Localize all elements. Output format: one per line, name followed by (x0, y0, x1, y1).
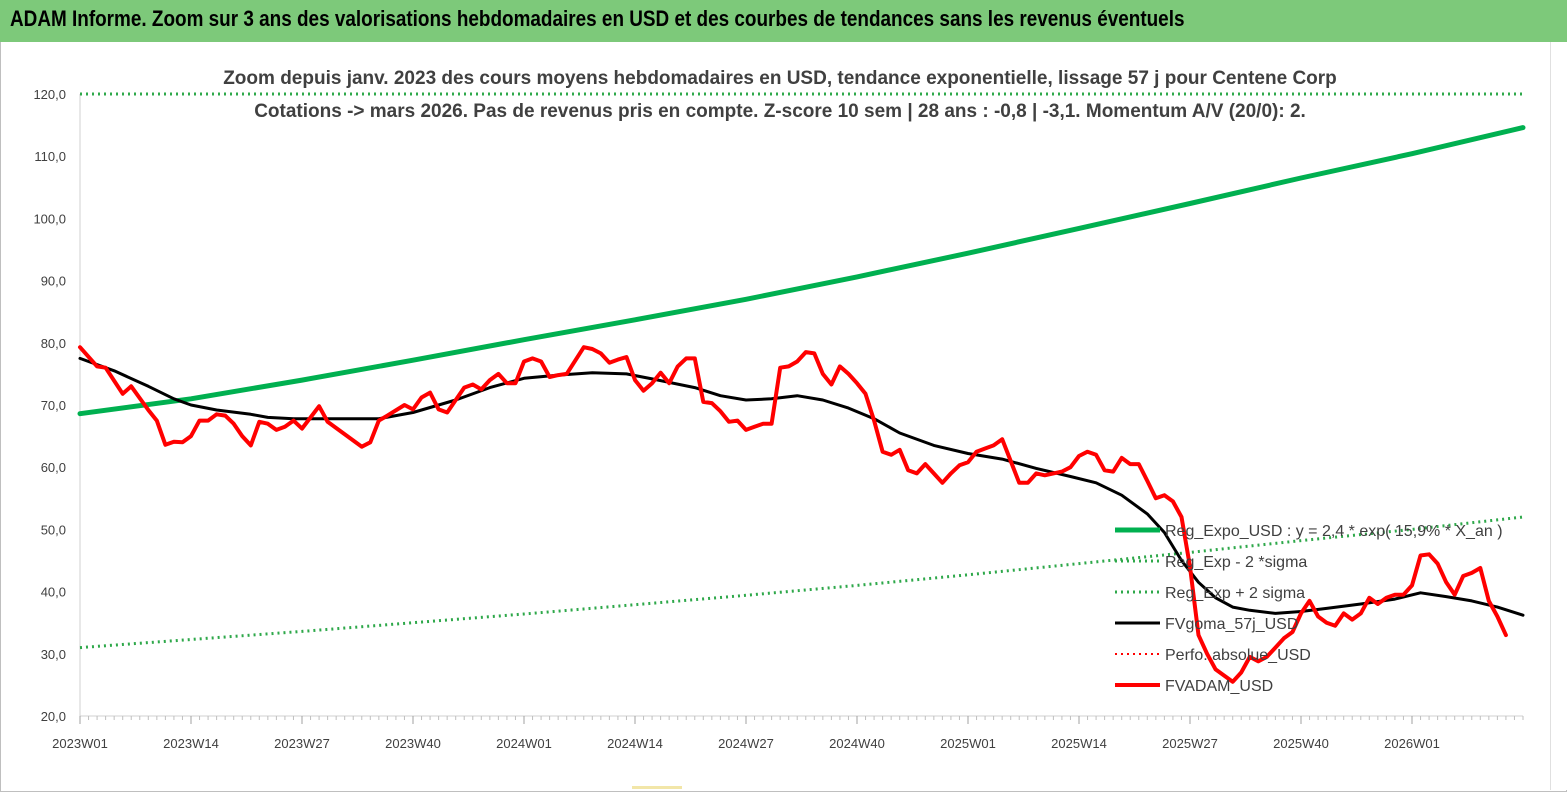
y-tick-label: 80,0 (41, 336, 66, 351)
y-tick-label: 70,0 (41, 398, 66, 413)
chart-title-line1: Zoom depuis janv. 2023 des cours moyens … (223, 68, 1337, 89)
scrollbar[interactable] (1550, 42, 1567, 790)
series-layer (77, 92, 1526, 684)
x-tick-label: 2025W27 (1162, 736, 1218, 751)
legend-label-1: Reg_Exp - 2 *sigma (1165, 554, 1307, 571)
series-line-1 (79, 515, 1524, 650)
legend-label-4: Perfo. absolue_USD (1165, 647, 1311, 664)
y-tick-label: 60,0 (41, 460, 66, 475)
y-tick-label: 90,0 (41, 274, 66, 289)
x-tick-label: 2023W27 (274, 736, 330, 751)
legend-label-3: FVgoma_57j_USD (1165, 616, 1298, 633)
x-tick-label: 2024W40 (829, 736, 885, 751)
x-tick-label: 2023W14 (163, 736, 219, 751)
y-tick-label: 20,0 (41, 709, 66, 724)
series-line-0 (77, 125, 1526, 417)
x-tick-label: 2024W14 (607, 736, 663, 751)
banner-title: ADAM Informe. Zoom sur 3 ans des valoris… (10, 6, 1185, 31)
series-line-3 (78, 356, 1525, 617)
x-tick-label: 2025W14 (1051, 736, 1107, 751)
legend-label-0: Reg_Expo_USD : y = 2,4 * exp( 15,9% * X_… (1165, 523, 1503, 540)
legend-label-2: Reg_Exp + 2 sigma (1165, 585, 1305, 602)
series-line-5 (78, 345, 1508, 684)
sheet-tab-marker (632, 786, 682, 789)
y-tick-label: 40,0 (41, 585, 66, 600)
y-tick-label: 120,0 (33, 87, 66, 102)
legend-label-5: FVADAM_USD (1165, 678, 1273, 695)
y-tick-label: 30,0 (41, 647, 66, 662)
y-tick-label: 110,0 (34, 149, 66, 164)
x-tick-label: 2023W40 (385, 736, 441, 751)
x-tick-label: 2024W27 (718, 736, 774, 751)
x-tick-label: 2026W01 (1384, 736, 1440, 751)
axes: 20,0 30,0 40,0 50,0 60,0 70,0 80,0 90,0 100,0 110… (33, 87, 1524, 751)
x-tick-label: 2025W40 (1273, 736, 1329, 751)
x-tick-label: 2023W01 (52, 736, 108, 751)
y-tick-label: 100,0 (33, 211, 66, 226)
y-tick-label: 50,0 (41, 522, 66, 537)
banner: ADAM Informe. Zoom sur 3 ans des valoris… (0, 0, 1567, 42)
x-tick-label: 2025W01 (940, 736, 996, 751)
x-tick-label: 2024W01 (496, 736, 552, 751)
legend: Reg_Expo_USD : y = 2,4 * exp( 15,9% * X_… (1115, 523, 1503, 695)
chart-title-line2: Cotations -> mars 2026. Pas de revenus p… (254, 101, 1306, 122)
